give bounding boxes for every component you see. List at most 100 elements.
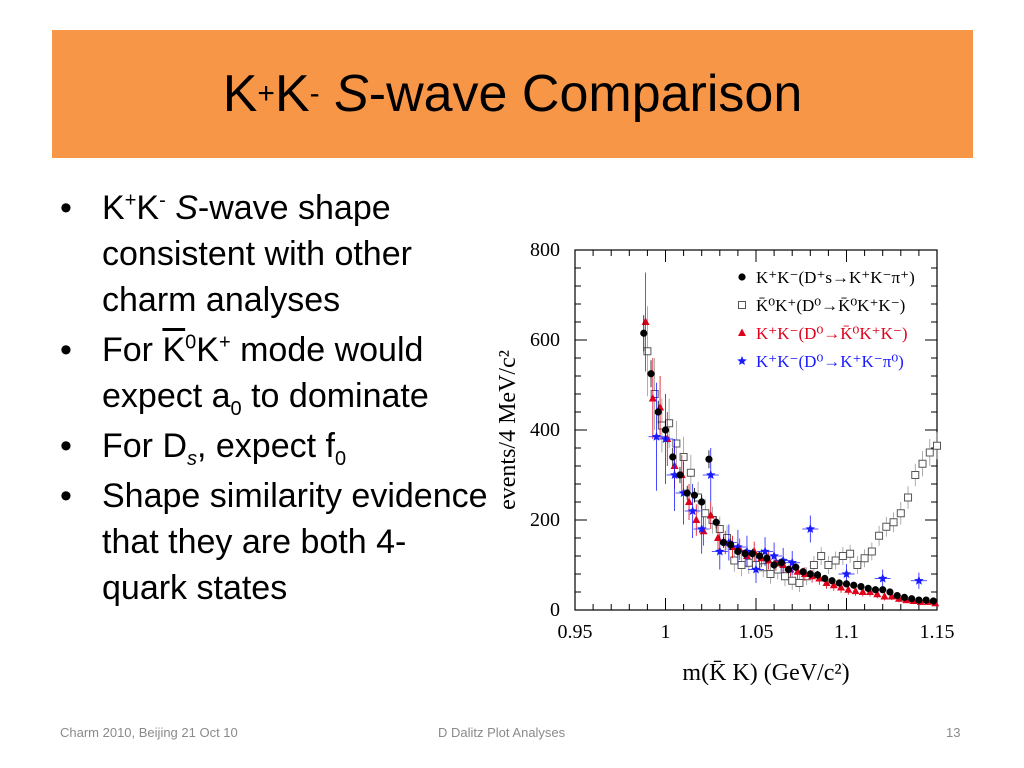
data-point — [676, 471, 684, 479]
y-axis-label: events/4 MeV/c² — [495, 350, 521, 510]
data-point — [799, 568, 807, 576]
data-point — [893, 592, 901, 600]
data-point — [822, 578, 831, 586]
bullet-sub: 0 — [230, 397, 242, 420]
legend-marker — [737, 356, 747, 365]
bullet-dot-icon: • — [60, 331, 72, 369]
legend-marker — [738, 273, 746, 281]
bullet-text: K — [102, 189, 125, 227]
data-point — [741, 550, 749, 558]
bullet-dot-icon: • — [60, 189, 72, 227]
x-tick-label: 1.05 — [739, 621, 774, 643]
chart: 0.95 1 1.05 1.1 1.15 0 200 400 600 800 m(K̄ K) (Ge… — [480, 235, 980, 695]
data-point — [915, 596, 923, 604]
legend-marker — [738, 301, 746, 309]
bullet-dot-icon: • — [60, 477, 72, 515]
data-point — [669, 470, 680, 479]
data-point — [889, 518, 898, 527]
bullet-kbar: K — [162, 331, 186, 369]
data-point — [864, 584, 872, 592]
data-point — [837, 583, 846, 591]
data-point — [904, 493, 913, 502]
x-tick-label: 0.95 — [558, 621, 593, 643]
data-point — [793, 567, 802, 575]
data-point — [685, 497, 694, 505]
bullet-sup: + — [124, 189, 137, 212]
data-point — [841, 569, 852, 578]
legend-label: K̄⁰K⁺(D⁰→K̄⁰K⁺K⁻) — [756, 296, 905, 315]
footer-center: D Dalitz Plot Analyses — [438, 725, 566, 740]
data-point — [748, 550, 756, 558]
data-point — [641, 317, 650, 325]
data-point — [875, 531, 884, 540]
bullet-text: , expect f — [197, 427, 335, 465]
bullet-text: to dominate — [241, 377, 429, 415]
data-point — [744, 558, 753, 567]
data-point — [692, 515, 701, 523]
title-k2: K — [274, 65, 310, 123]
data-point — [777, 559, 785, 567]
bullet-text: mode would expect a — [102, 331, 424, 415]
data-point — [877, 573, 888, 583]
bullet-text: For — [102, 331, 163, 369]
data-point — [672, 439, 681, 448]
data-point — [678, 488, 689, 497]
data-point — [880, 592, 889, 600]
data-point — [713, 533, 722, 541]
data-point — [705, 455, 713, 463]
data-point — [690, 491, 699, 499]
data-point — [929, 597, 937, 605]
data-point — [886, 588, 894, 596]
data-point — [846, 549, 855, 558]
data-point — [715, 546, 725, 556]
data-point — [857, 583, 865, 591]
data-point — [817, 552, 826, 560]
data-point — [831, 556, 840, 565]
bullet-text: K — [196, 331, 219, 369]
chart-svg: 0.95 1 1.05 1.1 1.15 0 200 400 600 800 m(K̄ K) (Ge… — [495, 239, 955, 686]
bullet-text: K — [136, 189, 160, 227]
data-point — [911, 471, 920, 479]
data-point — [896, 509, 905, 518]
bullet-sup: - — [159, 189, 166, 212]
title-k1: K — [222, 65, 258, 123]
data-point — [882, 522, 891, 531]
data-point — [858, 587, 867, 595]
data-point — [795, 579, 804, 587]
x-tick-label: 1.15 — [920, 621, 955, 643]
data-point — [914, 575, 924, 585]
data-point — [665, 419, 674, 428]
bullet-dot-icon: • — [60, 427, 72, 465]
bullet-sup: + — [218, 331, 231, 354]
footer-page-number: 13 — [946, 725, 961, 740]
bullet-item: • Shape similarity evidence that they ar… — [60, 473, 490, 611]
data-point — [647, 370, 655, 378]
data-point — [792, 563, 800, 571]
data-point — [933, 441, 941, 450]
x-tick-label: 1 — [661, 621, 671, 643]
bullet-item: • K+K- S-wave shape consistent with othe… — [60, 185, 490, 323]
data-point — [706, 511, 715, 519]
data-point — [787, 557, 797, 567]
bullet-text: For D — [102, 427, 187, 465]
bullet-sub: s — [187, 447, 197, 470]
bullet-sup: 0 — [185, 331, 197, 354]
data-point — [715, 525, 724, 533]
data-point — [860, 554, 869, 563]
data-point — [844, 585, 853, 593]
data-point — [760, 546, 770, 556]
data-point — [766, 570, 775, 578]
data-point — [701, 509, 710, 518]
y-tick-label: 800 — [530, 239, 560, 261]
data-point — [640, 329, 648, 337]
data-point — [805, 524, 816, 533]
data-point — [648, 394, 657, 402]
data-point — [686, 468, 695, 477]
data-point — [698, 498, 706, 506]
title-rest: -wave Comparison — [368, 65, 803, 123]
data-point — [853, 561, 862, 569]
data-point — [737, 561, 746, 569]
data-point — [806, 570, 814, 578]
data-point — [669, 453, 677, 461]
data-point — [918, 459, 927, 468]
